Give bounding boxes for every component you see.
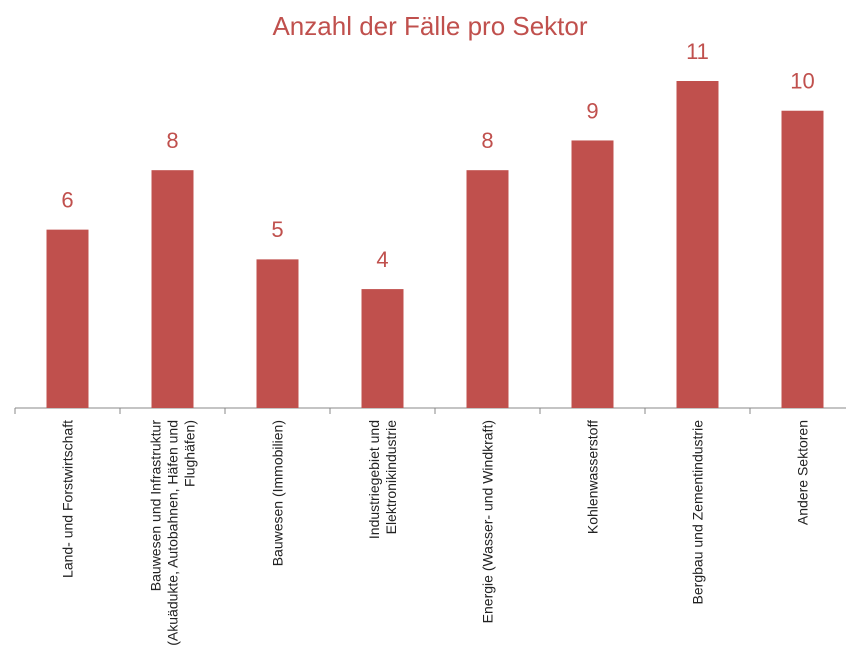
bar <box>676 81 719 408</box>
chart-title: Anzahl der Fälle pro Sektor <box>272 11 587 41</box>
x-tick-label: Energie (Wasser- und Windkraft) <box>479 420 495 624</box>
value-label: 8 <box>481 128 493 153</box>
value-label: 11 <box>686 39 709 64</box>
bar <box>781 110 824 409</box>
value-label: 9 <box>586 98 598 123</box>
x-tick-label: Bauwesen und Infrastruktur (Akuädukte, A… <box>147 420 197 646</box>
bar <box>361 289 404 408</box>
x-tick-label: Bergbau und Zementindustrie <box>689 420 705 605</box>
bar <box>46 229 89 408</box>
bar <box>256 259 299 408</box>
value-label: 8 <box>166 128 178 153</box>
x-tick-label: Land- und Forstwirtschaft <box>59 420 75 578</box>
x-tick-label: Bauwesen (Immobilien) <box>269 420 285 567</box>
value-label: 6 <box>61 187 73 212</box>
x-tick-label: Andere Sektoren <box>794 420 810 526</box>
bar <box>466 170 509 408</box>
x-tick-label: Kohlenwasserstoff <box>584 420 600 535</box>
value-label: 10 <box>790 69 814 94</box>
bar <box>571 140 614 409</box>
value-label: 4 <box>376 247 388 272</box>
value-label: 5 <box>271 217 283 242</box>
bar <box>151 170 194 408</box>
x-tick-label: Industriegebiet und Elektronikindustrie <box>365 420 399 540</box>
